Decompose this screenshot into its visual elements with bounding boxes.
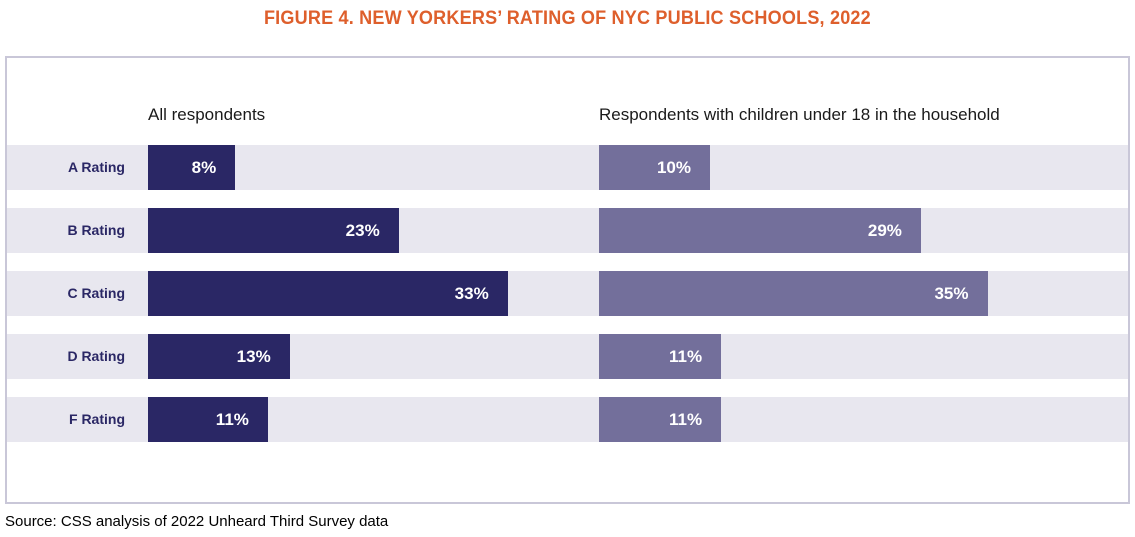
bar-value-label: 11% bbox=[215, 409, 249, 429]
panel-all-respondents: 11% bbox=[148, 397, 599, 442]
bar-respondents-b: 29% bbox=[599, 208, 921, 253]
bar-all-b: 23% bbox=[148, 208, 399, 253]
bar-respondents-a: 10% bbox=[599, 145, 710, 190]
panel-with-children: 10% bbox=[599, 145, 1128, 190]
chart-row: C Rating 33% 35% bbox=[7, 271, 1128, 316]
panel-all-respondents: 8% bbox=[148, 145, 599, 190]
bar-value-label: 35% bbox=[934, 283, 969, 303]
category-label: A Rating bbox=[67, 159, 125, 175]
chart-row: A Rating 8% 10% bbox=[7, 145, 1128, 190]
chart-row: D Rating 13% 11% bbox=[7, 334, 1128, 379]
chart-row: B Rating 23% 29% bbox=[7, 208, 1128, 253]
figure-title: FIGURE 4. NEW YORKERS’ RATING OF NYC PUB… bbox=[0, 8, 1135, 30]
bar-respondents-c: 35% bbox=[599, 271, 988, 316]
bar-all-a: 8% bbox=[148, 145, 236, 190]
panel-all-respondents: 13% bbox=[148, 334, 599, 379]
header-spacer bbox=[7, 105, 148, 125]
chart-headers: All respondents Respondents with childre… bbox=[7, 105, 1128, 125]
panel-with-children: 11% bbox=[599, 334, 1128, 379]
bar-value-label: 11% bbox=[669, 346, 703, 366]
bar-value-label: 11% bbox=[669, 409, 703, 429]
source-note: Source: CSS analysis of 2022 Unheard Thi… bbox=[5, 513, 389, 530]
panel-all-respondents: 33% bbox=[148, 271, 599, 316]
series-header-all-respondents: All respondents bbox=[148, 105, 266, 124]
bar-value-label: 8% bbox=[191, 157, 217, 177]
figure-title-text: FIGURE 4. NEW YORKERS’ RATING OF NYC PUB… bbox=[264, 8, 871, 29]
category-label: B Rating bbox=[67, 222, 125, 238]
series-header-with-children: Respondents with children under 18 in th… bbox=[599, 105, 1000, 124]
bar-value-label: 10% bbox=[656, 157, 691, 177]
panel-all-respondents: 23% bbox=[148, 208, 599, 253]
bar-value-label: 13% bbox=[236, 346, 271, 366]
chart-rows: A Rating 8% 10% B Rating 23% 29% C Rating 33% 35… bbox=[7, 145, 1128, 442]
bar-all-f: 11% bbox=[148, 397, 268, 442]
panel-with-children: 11% bbox=[599, 397, 1128, 442]
chart-row: F Rating 11% 11% bbox=[7, 397, 1128, 442]
bar-all-d: 13% bbox=[148, 334, 290, 379]
category-label: F Rating bbox=[69, 411, 125, 427]
category-label: C Rating bbox=[67, 285, 125, 301]
panel-with-children: 29% bbox=[599, 208, 1128, 253]
bar-value-label: 29% bbox=[867, 220, 902, 240]
bar-respondents-d: 11% bbox=[599, 334, 722, 379]
bar-value-label: 23% bbox=[345, 220, 380, 240]
panel-with-children: 35% bbox=[599, 271, 1128, 316]
bar-all-c: 33% bbox=[148, 271, 508, 316]
bar-value-label: 33% bbox=[454, 283, 489, 303]
chart-frame: All respondents Respondents with childre… bbox=[5, 56, 1130, 504]
bar-respondents-f: 11% bbox=[599, 397, 722, 442]
category-label: D Rating bbox=[67, 348, 125, 364]
